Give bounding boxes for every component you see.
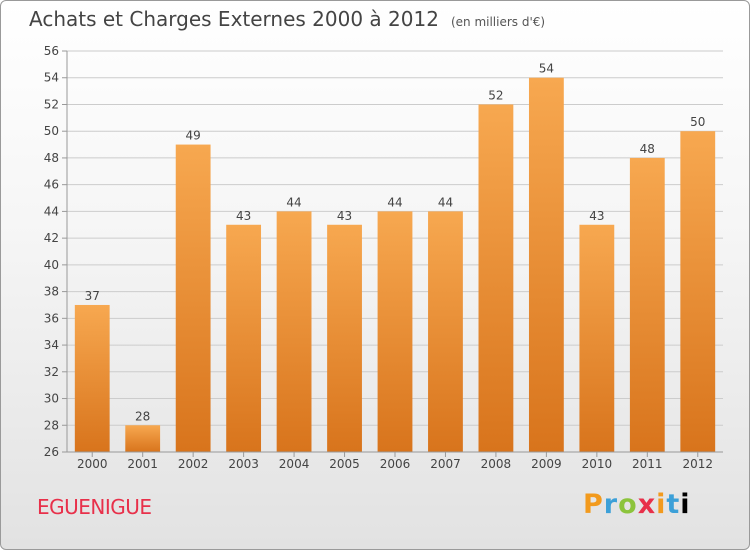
y-tick-label: 48 <box>44 151 59 165</box>
y-tick-label: 34 <box>44 338 59 352</box>
x-tick-label: 2000 <box>77 457 108 471</box>
bar <box>428 211 463 452</box>
bar <box>276 211 312 452</box>
bar <box>680 131 716 452</box>
x-tick-label: 2011 <box>632 457 663 471</box>
bars: 37 28 49 43 44 43 44 44 52 54 43 48 50 <box>74 62 716 453</box>
y-tick-label: 40 <box>44 258 59 272</box>
bar-value-label: 49 <box>186 129 201 143</box>
bar-value-label: 44 <box>286 195 301 209</box>
y-tick-label: 52 <box>44 97 59 111</box>
y-tick-label: 26 <box>44 445 59 459</box>
x-tick-label: 2012 <box>682 457 713 471</box>
x-tick-label: 2009 <box>531 457 562 471</box>
commune-name: EGUENIGUE <box>37 495 152 519</box>
bar-value-label: 44 <box>438 195 453 209</box>
bar-value-label: 43 <box>236 209 251 223</box>
y-tick-label: 44 <box>44 204 59 218</box>
bar <box>125 425 161 452</box>
bar-value-label: 54 <box>539 62 554 76</box>
x-tick-label: 2007 <box>430 457 461 471</box>
title-text: Achats et Charges Externes 2000 à 2012 <box>29 7 439 31</box>
x-tick-label: 2002 <box>178 457 209 471</box>
y-tick-label: 32 <box>44 365 59 379</box>
x-tick-label: 2004 <box>279 457 310 471</box>
bar-value-label: 28 <box>135 409 150 423</box>
bar <box>579 224 615 452</box>
proxiti-logo: Proxiti <box>583 489 691 520</box>
y-tick-label: 42 <box>44 231 59 245</box>
y-tick-label: 30 <box>44 392 59 406</box>
x-tick-label: 2001 <box>127 457 158 471</box>
x-tick-label: 2003 <box>228 457 259 471</box>
bar-value-label: 44 <box>387 195 402 209</box>
bar <box>175 144 211 453</box>
y-tick-label: 56 <box>44 44 59 58</box>
x-tick-label: 2008 <box>481 457 512 471</box>
chart-title: Achats et Charges Externes 2000 à 2012 (e… <box>29 7 545 31</box>
bar-value-label: 43 <box>589 209 604 223</box>
bar <box>377 211 413 452</box>
bar-value-label: 50 <box>690 115 705 129</box>
bar <box>629 157 665 452</box>
bar <box>478 104 514 452</box>
bar-value-label: 43 <box>337 209 352 223</box>
bar <box>327 224 362 452</box>
y-tick-label: 46 <box>44 178 59 192</box>
title-unit: (en milliers d'€) <box>450 15 546 29</box>
x-tick-label: 2005 <box>329 457 360 471</box>
bar <box>74 304 110 452</box>
x-tick-label: 2006 <box>380 457 411 471</box>
y-tick-label: 28 <box>44 418 59 432</box>
bar-value-label: 37 <box>85 289 100 303</box>
axes: 26 28 30 32 34 36 38 40 42 44 46 48 50 52 54 56 2000 2001… <box>44 44 723 471</box>
bar <box>528 77 564 452</box>
bar-value-label: 48 <box>640 142 655 156</box>
x-tick-label: 2010 <box>582 457 613 471</box>
y-tick-label: 54 <box>44 71 59 85</box>
y-tick-label: 36 <box>44 311 59 325</box>
bar-value-label: 52 <box>488 88 503 102</box>
y-tick-label: 38 <box>44 285 59 299</box>
y-tick-label: 50 <box>44 124 59 138</box>
bar <box>226 224 262 452</box>
